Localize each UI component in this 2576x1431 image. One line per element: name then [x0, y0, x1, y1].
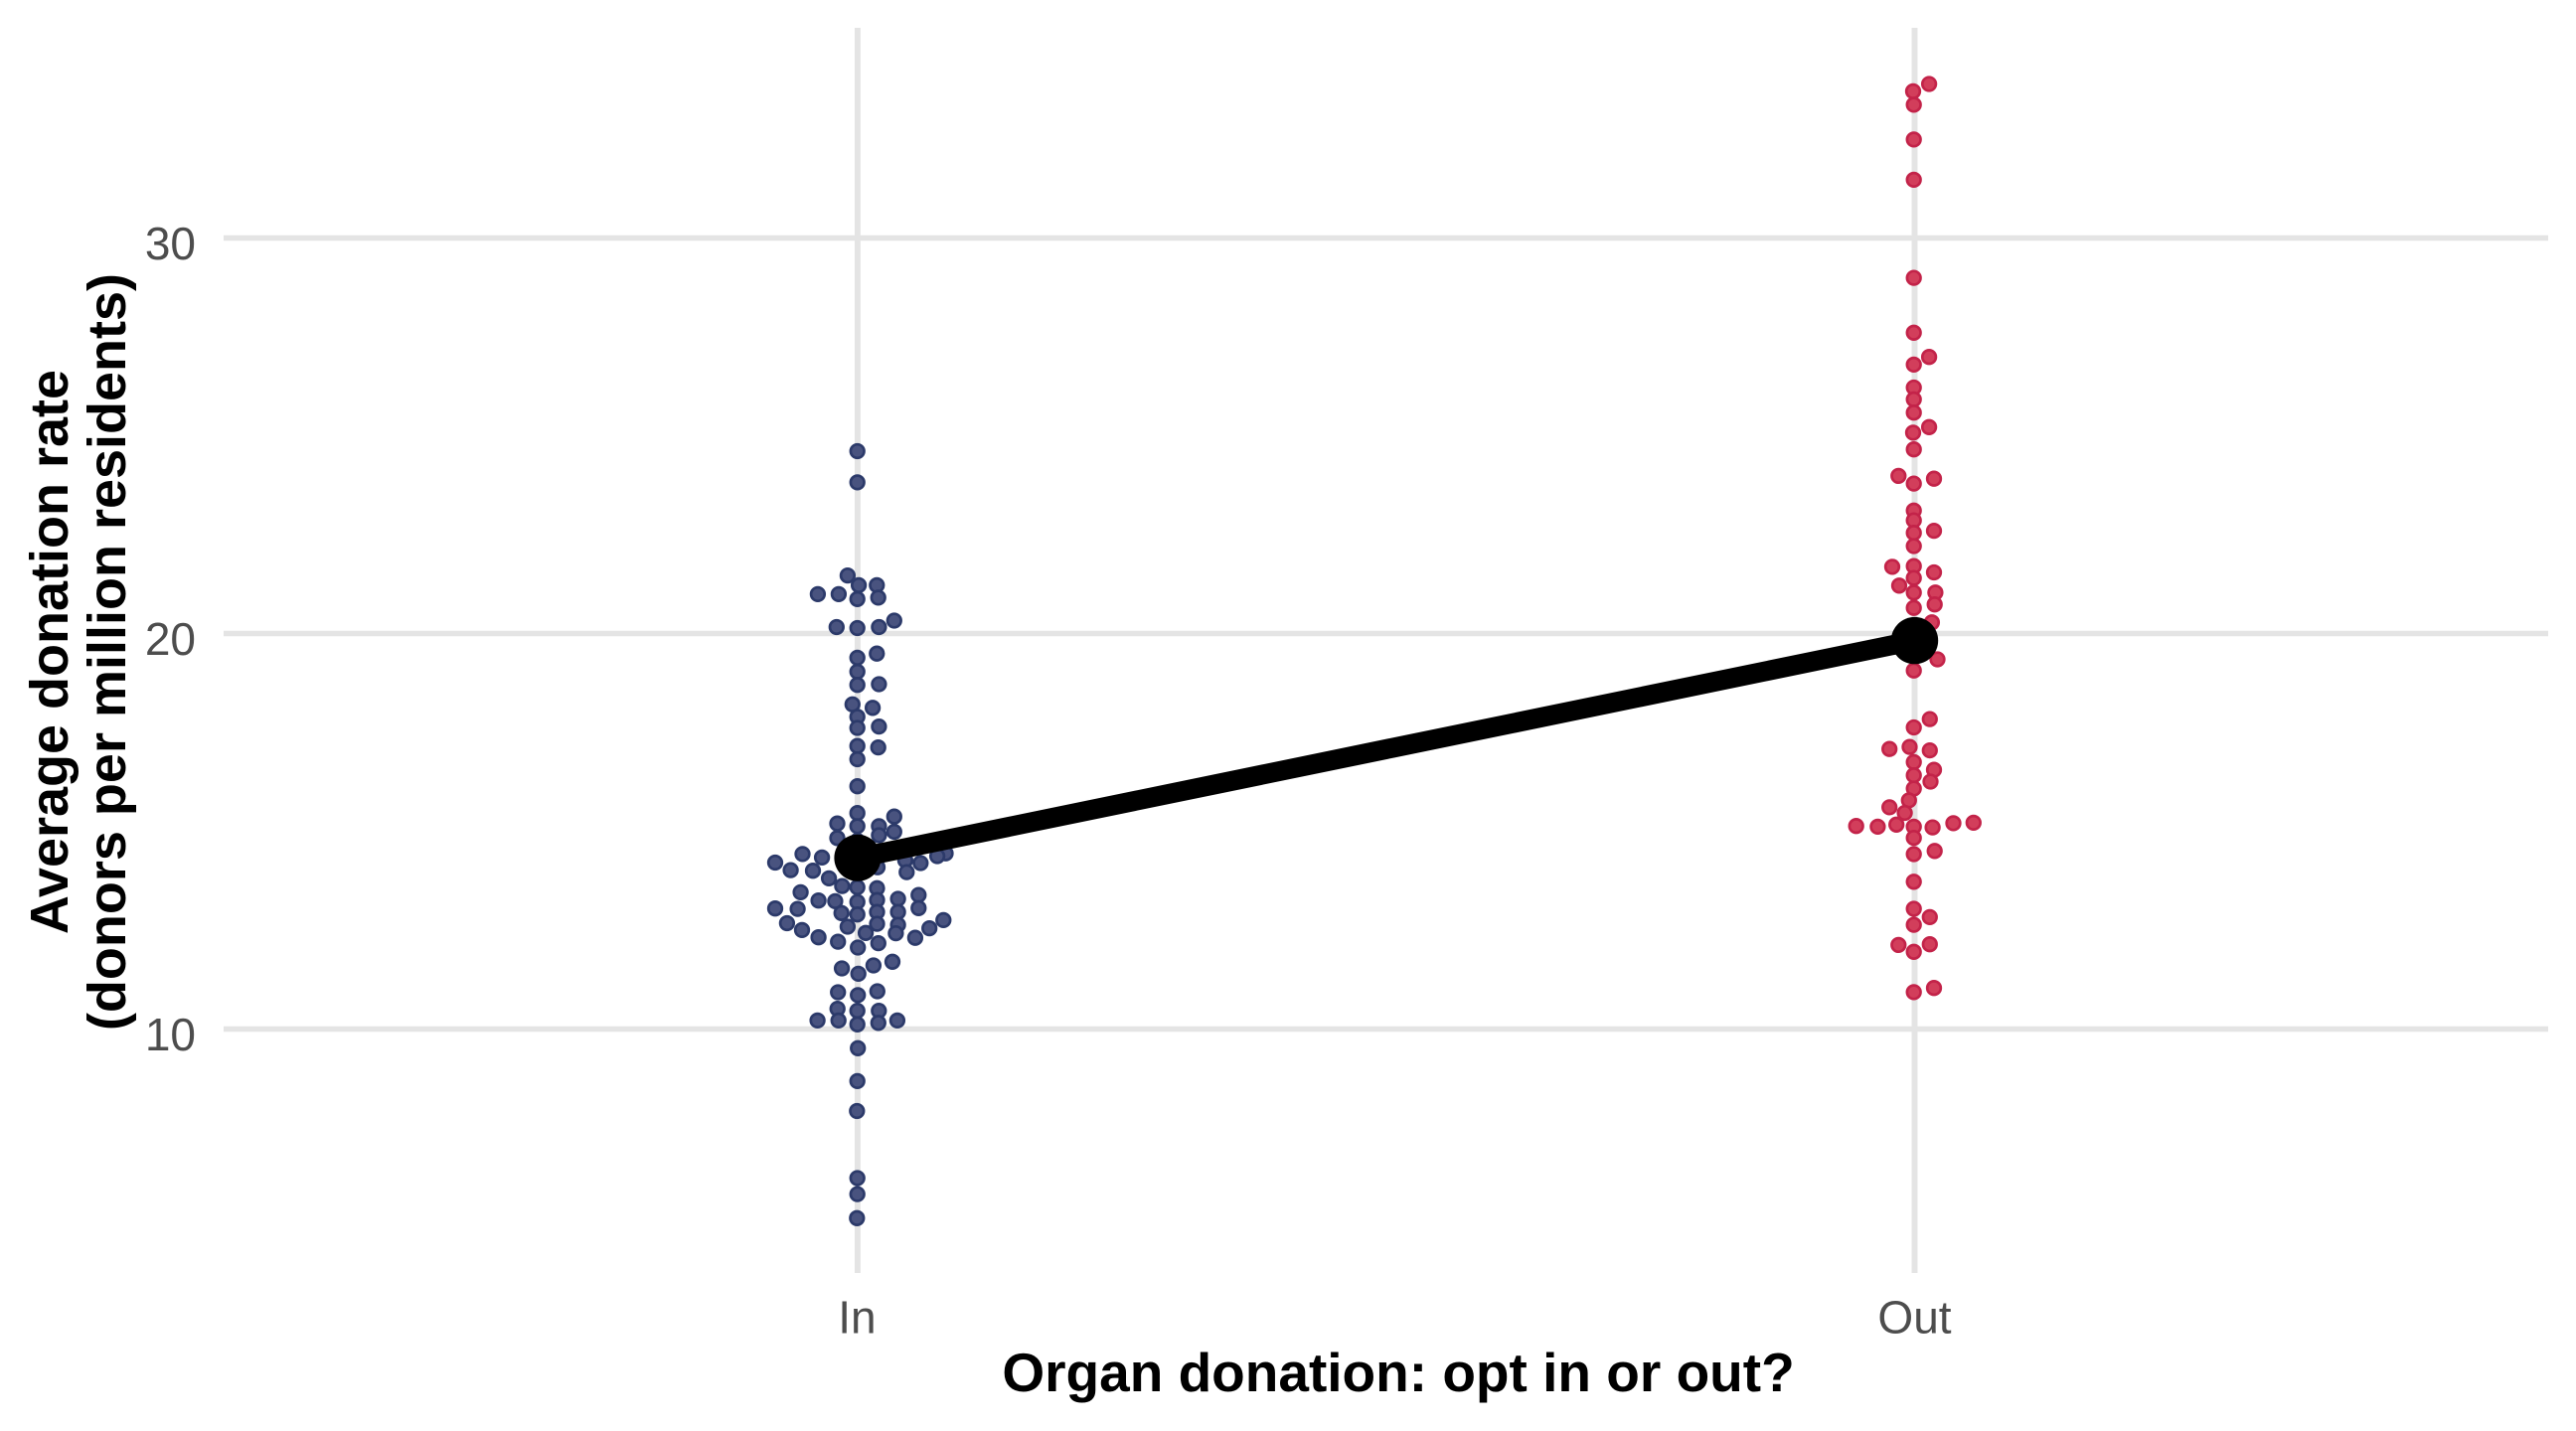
svg-text:30: 30	[145, 218, 196, 269]
svg-text:10: 10	[145, 1009, 196, 1060]
svg-text:Average donation rate: Average donation rate	[20, 370, 80, 934]
svg-text:Out: Out	[1877, 1292, 1951, 1344]
svg-text:In: In	[838, 1292, 876, 1344]
svg-text:20: 20	[145, 613, 196, 665]
svg-text:Organ donation: opt in or out?: Organ donation: opt in or out?	[1002, 1342, 1794, 1403]
svg-text:(donors per million residents): (donors per million residents)	[78, 273, 137, 1031]
